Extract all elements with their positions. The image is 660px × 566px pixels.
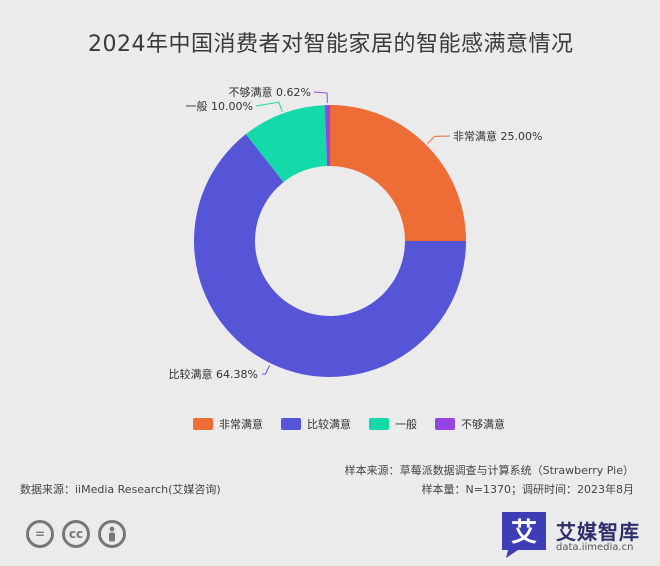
donut-slice[interactable]: [324, 105, 330, 167]
cc-equal-icon: =: [26, 520, 54, 548]
chart-title: 2024年中国消费者对智能家居的智能感满意情况: [88, 32, 574, 57]
legend-item-neutral[interactable]: 一般: [369, 416, 417, 432]
legend-label: 比较满意: [307, 418, 351, 431]
sample-size: 样本量：N=1370；调研时间：2023年8月: [421, 483, 634, 496]
legend-item-very-satisfied[interactable]: 非常满意: [193, 416, 263, 432]
legend-swatch: [435, 418, 455, 430]
legend-label: 一般: [395, 418, 417, 431]
legend-label: 非常满意: [219, 418, 263, 431]
sample-source: 样本来源：草莓派数据调查与计算系统（Strawberry Pie）: [344, 464, 634, 477]
legend-swatch: [369, 418, 389, 430]
leader-line: [427, 135, 451, 144]
slice-label: 不够满意 0.62%: [229, 85, 311, 99]
legend-item-unsatisfied[interactable]: 不够满意: [435, 416, 505, 432]
donut-slice[interactable]: [330, 105, 466, 241]
license-icons: = cc: [26, 520, 126, 548]
slice-label: 一般 10.00%: [186, 100, 253, 113]
brand-name: 艾媒智库: [556, 520, 640, 544]
leader-line: [255, 101, 283, 112]
legend-item-fairly-satisfied[interactable]: 比较满意: [281, 416, 351, 432]
legend-swatch: [193, 418, 213, 430]
brand-logo-char: 艾: [511, 518, 537, 548]
legend: 非常满意 比较满意 一般 不够满意: [193, 416, 505, 432]
brand-logo-icon: 艾: [502, 512, 546, 558]
donut-slice[interactable]: [194, 134, 467, 377]
cc-icon: cc: [62, 520, 90, 548]
donut-slice[interactable]: [245, 105, 328, 183]
legend-swatch: [281, 418, 301, 430]
brand-url: data.iimedia.cn: [556, 542, 634, 553]
slice-label: 比较满意 64.38%: [169, 367, 258, 381]
cc-by-person-icon: [98, 520, 126, 548]
legend-label: 不够满意: [461, 418, 505, 431]
data-source: 数据来源：iiMedia Research(艾媒咨询): [20, 483, 221, 496]
slice-label: 非常满意 25.00%: [453, 129, 542, 143]
leader-line: [261, 364, 271, 375]
leader-line: [313, 91, 328, 104]
